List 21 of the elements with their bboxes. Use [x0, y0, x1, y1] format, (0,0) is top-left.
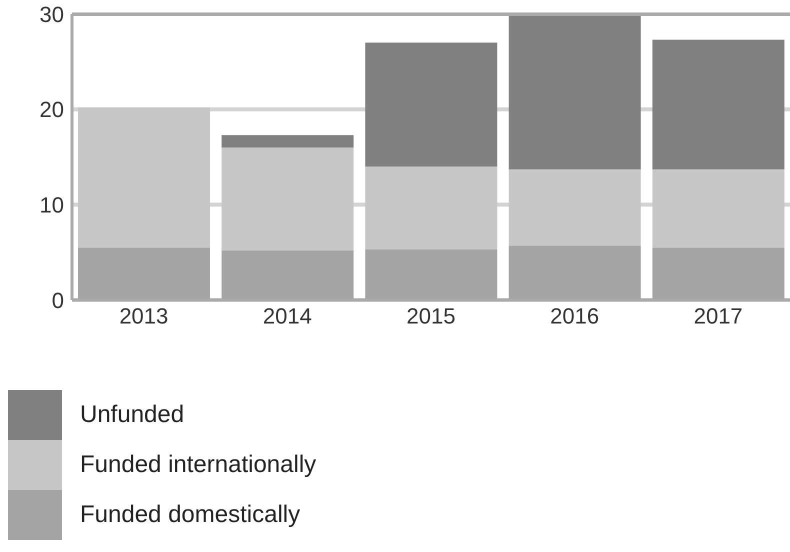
x-tick-label: 2017	[694, 304, 743, 329]
bar	[222, 135, 354, 148]
y-tick-label: 30	[40, 2, 64, 27]
legend-label: Unfunded	[80, 401, 184, 429]
legend-label: Funded domestically	[80, 501, 300, 529]
x-tick-label: 2015	[406, 304, 456, 329]
bar	[652, 169, 784, 248]
x-tick-label: 2013	[119, 304, 168, 329]
bar	[78, 107, 210, 248]
x-tick-label: 2014	[262, 304, 312, 329]
bar	[222, 147, 354, 250]
bar	[508, 14, 641, 170]
bar	[652, 40, 784, 170]
bar	[365, 166, 498, 250]
x-tick-label: 2016	[550, 304, 600, 329]
y-tick-label: 20	[40, 97, 64, 122]
bar	[365, 42, 498, 167]
y-tick-label: 10	[40, 192, 64, 218]
bar	[508, 169, 641, 246]
legend-label: Funded internationally	[80, 451, 316, 479]
y-tick-label: 0	[52, 288, 64, 313]
